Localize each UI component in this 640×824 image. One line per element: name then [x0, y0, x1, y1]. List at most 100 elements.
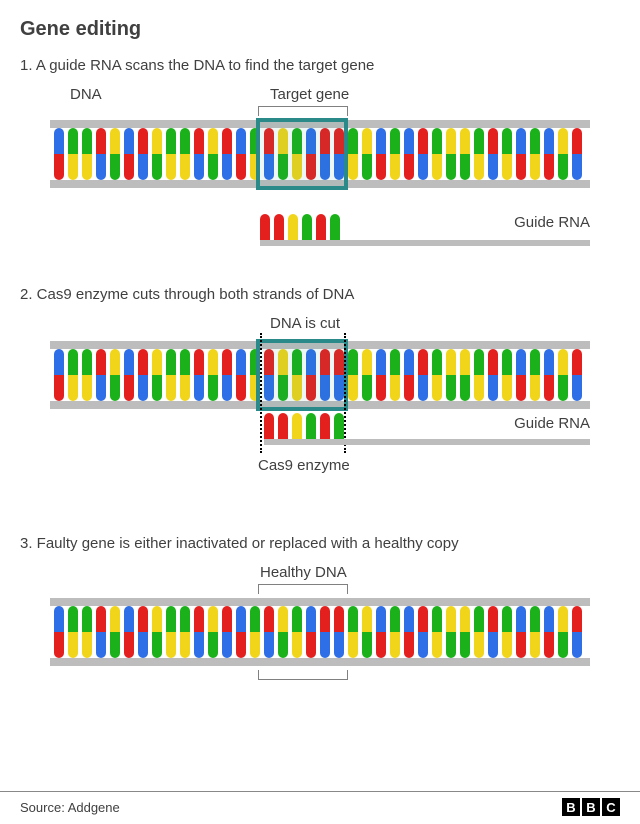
base	[166, 606, 176, 632]
base	[208, 606, 218, 632]
base	[530, 375, 540, 401]
guide-backbone-2	[264, 439, 590, 445]
base	[166, 154, 176, 180]
base	[82, 606, 92, 632]
base	[68, 606, 78, 632]
base	[516, 632, 526, 658]
base	[110, 632, 120, 658]
base	[250, 632, 260, 658]
base	[390, 349, 400, 375]
base	[138, 128, 148, 154]
base	[180, 154, 190, 180]
base	[460, 606, 470, 632]
base	[334, 606, 344, 632]
base	[516, 154, 526, 180]
base	[460, 154, 470, 180]
base	[530, 349, 540, 375]
base	[222, 606, 232, 632]
base	[362, 606, 372, 632]
base	[138, 154, 148, 180]
base	[236, 632, 246, 658]
base	[334, 413, 344, 439]
base	[288, 214, 298, 240]
base	[180, 128, 190, 154]
base	[558, 349, 568, 375]
base	[446, 154, 456, 180]
base	[502, 375, 512, 401]
target-bracket-top	[258, 106, 348, 116]
base	[138, 606, 148, 632]
target-gene-label: Target gene	[270, 86, 349, 103]
base	[124, 606, 134, 632]
base	[222, 154, 232, 180]
base	[180, 349, 190, 375]
step3-text: 3. Faulty gene is either inactivated or …	[20, 535, 620, 552]
base	[446, 128, 456, 154]
base	[236, 375, 246, 401]
base	[54, 128, 64, 154]
base	[278, 632, 288, 658]
base	[264, 632, 274, 658]
base	[432, 632, 442, 658]
base	[82, 128, 92, 154]
base	[96, 632, 106, 658]
target-box-2	[256, 339, 348, 411]
base	[544, 632, 554, 658]
base	[250, 606, 260, 632]
base	[124, 632, 134, 658]
base	[348, 349, 358, 375]
base	[124, 349, 134, 375]
base	[180, 632, 190, 658]
base	[208, 375, 218, 401]
base	[502, 128, 512, 154]
step2-text: 2. Cas9 enzyme cuts through both strands…	[20, 286, 620, 303]
base	[376, 632, 386, 658]
base	[166, 632, 176, 658]
base	[418, 632, 428, 658]
base	[54, 349, 64, 375]
base	[530, 154, 540, 180]
base	[404, 606, 414, 632]
base	[236, 154, 246, 180]
base	[516, 375, 526, 401]
base	[446, 632, 456, 658]
base	[166, 375, 176, 401]
base	[306, 632, 316, 658]
base	[316, 214, 326, 240]
base	[236, 128, 246, 154]
source-text: Source: Addgene	[20, 800, 120, 815]
base	[390, 375, 400, 401]
base	[152, 375, 162, 401]
base	[418, 154, 428, 180]
base	[544, 128, 554, 154]
base	[432, 128, 442, 154]
base	[264, 413, 274, 439]
base	[376, 154, 386, 180]
cut-line-left	[260, 333, 262, 453]
base	[194, 632, 204, 658]
guide-bases-2	[264, 413, 344, 439]
base	[348, 128, 358, 154]
base	[110, 606, 120, 632]
base	[124, 128, 134, 154]
base	[208, 632, 218, 658]
base	[180, 606, 190, 632]
base	[68, 128, 78, 154]
base	[348, 375, 358, 401]
base	[404, 632, 414, 658]
base	[152, 606, 162, 632]
base	[194, 349, 204, 375]
base	[488, 375, 498, 401]
base	[320, 413, 330, 439]
base	[320, 632, 330, 658]
base	[306, 606, 316, 632]
base	[348, 632, 358, 658]
base	[474, 606, 484, 632]
healthy-dna-label: Healthy DNA	[260, 564, 347, 581]
base	[110, 128, 120, 154]
base	[110, 154, 120, 180]
base	[390, 606, 400, 632]
base	[474, 128, 484, 154]
base	[558, 606, 568, 632]
base	[82, 349, 92, 375]
